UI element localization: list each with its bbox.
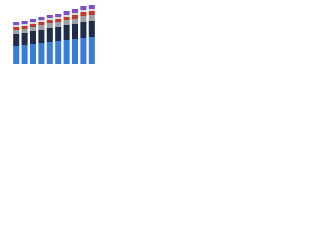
bar-segment bbox=[29, 22, 37, 24]
bar-segment bbox=[71, 39, 79, 64]
bar-segment bbox=[88, 21, 95, 37]
bar-segment bbox=[63, 17, 70, 20]
bar-segment bbox=[46, 18, 53, 20]
bar-segment bbox=[88, 9, 95, 11]
bar-segment bbox=[29, 19, 37, 22]
bar-segment bbox=[46, 15, 53, 18]
bar-segment bbox=[71, 24, 79, 39]
bar-segment bbox=[38, 25, 45, 30]
bar-segment bbox=[21, 45, 28, 64]
bar-segment bbox=[88, 15, 95, 21]
bar-segment bbox=[71, 13, 79, 15]
bar-segment bbox=[38, 22, 45, 25]
bar-segment bbox=[88, 5, 95, 9]
bar-segment bbox=[55, 22, 62, 27]
bar-segment bbox=[13, 22, 20, 25]
bar-segment bbox=[13, 46, 20, 64]
bar-segment bbox=[21, 33, 28, 45]
bar-segment bbox=[80, 6, 87, 10]
bar-segment bbox=[80, 22, 87, 38]
bar-segment bbox=[55, 19, 62, 22]
bar-segment bbox=[88, 37, 95, 64]
bar-segment bbox=[80, 12, 87, 16]
bar-segment bbox=[38, 17, 45, 20]
bar-segment bbox=[29, 31, 37, 44]
bar-segment bbox=[21, 29, 28, 33]
bar-segment bbox=[21, 26, 28, 29]
bar-segment bbox=[71, 19, 79, 24]
bar-segment bbox=[63, 20, 70, 25]
bar-segment bbox=[55, 17, 62, 19]
bar-segment bbox=[55, 27, 62, 41]
bar-segment bbox=[29, 24, 37, 27]
bar-segment bbox=[63, 40, 70, 64]
bar-segment bbox=[80, 38, 87, 64]
bar-segment bbox=[80, 16, 87, 22]
bar-segment bbox=[46, 23, 53, 28]
bar-segment bbox=[21, 24, 28, 26]
bar-segment bbox=[63, 15, 70, 17]
bar-segment bbox=[71, 9, 79, 13]
bar-segment bbox=[55, 41, 62, 64]
bar-segment bbox=[46, 42, 53, 64]
bar-segment bbox=[46, 20, 53, 23]
bar-segment bbox=[29, 27, 37, 31]
bar-segment bbox=[88, 11, 95, 15]
bar-segment bbox=[38, 43, 45, 64]
bar-segment bbox=[13, 30, 20, 34]
bar-segment bbox=[13, 27, 20, 30]
bar-segment bbox=[71, 15, 79, 19]
bar-segment bbox=[38, 30, 45, 43]
bar-segment bbox=[63, 11, 70, 15]
chart bbox=[13, 5, 95, 64]
bar-segment bbox=[38, 20, 45, 22]
bar-segment bbox=[80, 10, 87, 12]
bar-segment bbox=[63, 25, 70, 40]
bar-segment bbox=[29, 44, 37, 64]
bar-segment bbox=[55, 14, 62, 17]
bar-segment bbox=[13, 34, 20, 46]
bar-segment bbox=[13, 25, 20, 27]
bar-segment bbox=[46, 28, 53, 42]
bar-segment bbox=[21, 21, 28, 24]
page: {"chart_data": {"type": "stacked-bar", "… bbox=[0, 0, 320, 71]
